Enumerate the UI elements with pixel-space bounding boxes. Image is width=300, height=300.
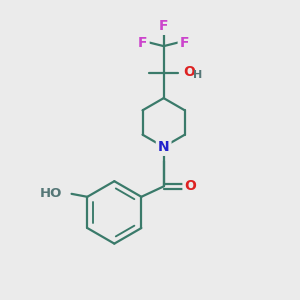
Text: F: F [180,36,189,50]
Text: O: O [183,65,195,79]
Text: N: N [158,140,170,154]
Text: F: F [159,19,168,33]
Text: HO: HO [40,187,62,200]
Text: F: F [138,36,148,50]
Text: O: O [184,179,196,194]
Text: H: H [193,70,202,80]
